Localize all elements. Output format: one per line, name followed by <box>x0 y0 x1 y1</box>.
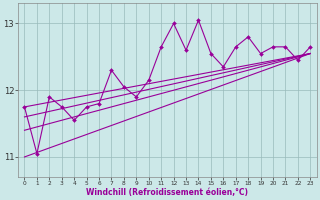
X-axis label: Windchill (Refroidissement éolien,°C): Windchill (Refroidissement éolien,°C) <box>86 188 248 197</box>
